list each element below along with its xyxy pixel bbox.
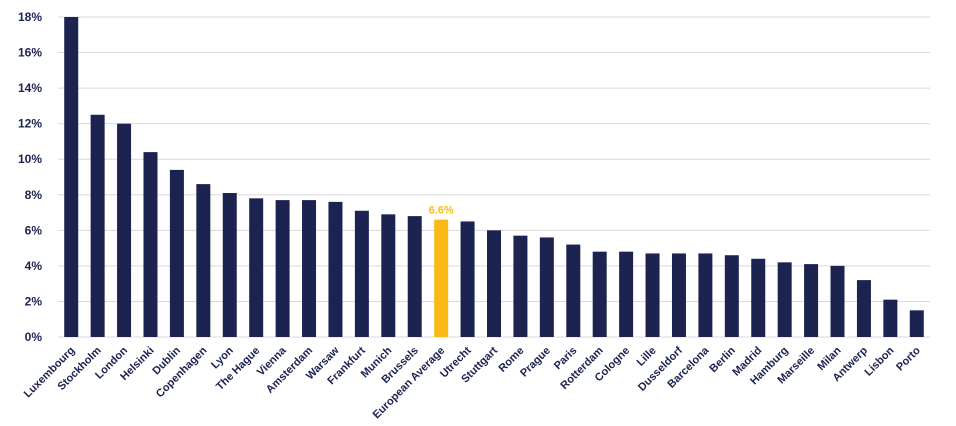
- bar: [645, 253, 660, 337]
- y-tick-label: 8%: [25, 188, 43, 202]
- x-tick-label: Prague: [518, 345, 553, 380]
- bar: [883, 299, 898, 337]
- y-tick-label: 12%: [18, 117, 42, 131]
- bars: [64, 17, 924, 338]
- y-tick-label: 0%: [25, 330, 43, 344]
- bar: [909, 310, 924, 337]
- bar: [592, 251, 607, 337]
- bar: [539, 237, 554, 337]
- bar: [249, 198, 264, 337]
- bar: [302, 200, 317, 337]
- bar: [830, 265, 845, 337]
- bar: [751, 258, 766, 337]
- bar: [434, 219, 449, 337]
- x-axis-labels: LuxembourgStockholmLondonHelsinkiDublinC…: [22, 344, 923, 421]
- y-tick-label: 18%: [18, 10, 42, 24]
- bar: [487, 230, 501, 337]
- bar: [566, 244, 581, 337]
- bar: [671, 253, 686, 337]
- bar: [222, 193, 237, 337]
- y-tick-label: 2%: [25, 294, 43, 308]
- y-tick-label: 14%: [18, 81, 42, 95]
- bar: [196, 184, 211, 337]
- y-tick-label: 4%: [25, 259, 43, 273]
- bar: [328, 201, 343, 337]
- bar: [513, 235, 528, 337]
- bar: [64, 17, 79, 337]
- bar: [90, 114, 105, 338]
- y-tick-label: 6%: [25, 223, 43, 237]
- bar: [407, 216, 422, 337]
- bar: [460, 221, 475, 337]
- data-label: 6.6%: [429, 205, 454, 217]
- bar: [275, 200, 290, 337]
- x-tick-label: Porto: [894, 344, 923, 373]
- bar: [804, 264, 819, 337]
- bar: [777, 262, 792, 337]
- y-axis-ticks: 0% 2% 4% 6% 8% 10% 12% 14% 16% 18%: [18, 10, 42, 344]
- x-tick-label: Lisbon: [862, 344, 896, 378]
- bar: [619, 251, 634, 337]
- bar: [724, 255, 739, 337]
- bar: [698, 253, 713, 337]
- bar: [117, 123, 132, 338]
- data-labels: 6.6%: [429, 205, 454, 217]
- y-tick-label: 16%: [18, 46, 42, 60]
- bar: [169, 169, 184, 337]
- y-tick-label: 10%: [18, 152, 42, 166]
- bar: [354, 210, 369, 337]
- bar: [143, 152, 158, 337]
- bar: [381, 214, 396, 337]
- bar: [856, 280, 871, 337]
